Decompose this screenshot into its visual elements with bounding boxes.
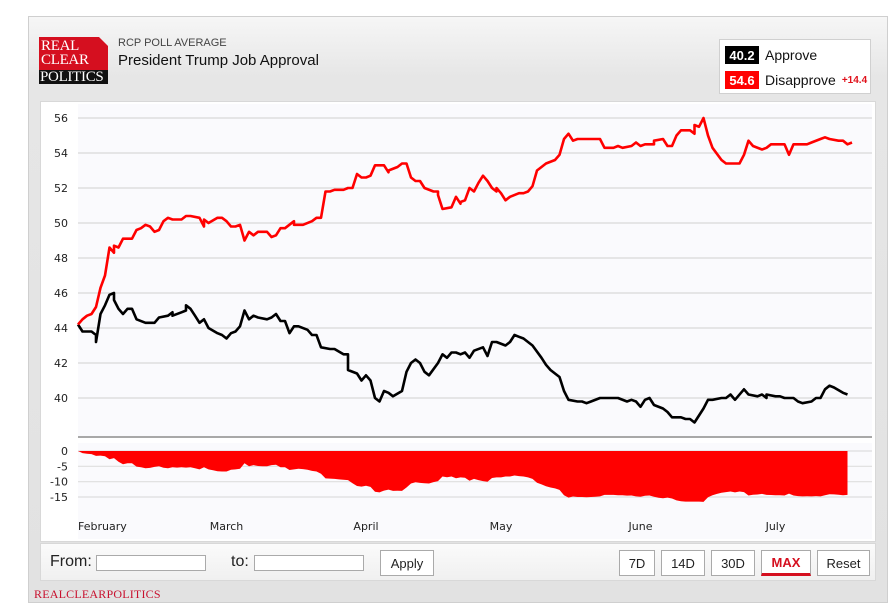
main-y-tick-label: 56 [54, 112, 68, 125]
x-tick-label: July [765, 520, 786, 533]
range-max-button[interactable]: MAX [761, 550, 811, 576]
x-tick-label: May [490, 520, 513, 533]
spread-y-tick-label: -5 [57, 460, 68, 473]
disapprove-value: 54.6 [725, 71, 759, 89]
legend-approve: 40.2 Approve [725, 46, 817, 64]
reset-button[interactable]: Reset [817, 550, 870, 576]
legend-disapprove: 54.6 Disapprove +14.4 [725, 71, 867, 89]
to-date-input[interactable] [254, 555, 364, 571]
x-tick-label: June [628, 520, 653, 533]
from-label: From: [50, 553, 92, 570]
main-y-tick-label: 52 [54, 182, 68, 195]
spread-area [78, 451, 848, 502]
main-plot-area [78, 104, 872, 437]
date-controls: From: to: Apply 7D 14D 30D MAX Reset [40, 543, 876, 581]
rcp-logo[interactable]: REAL CLEAR POLITICS [39, 37, 108, 85]
spread-y-tick-label: 0 [61, 445, 68, 458]
logo-red-block: REAL CLEAR [39, 37, 108, 70]
chart-title: President Trump Job Approval [118, 52, 319, 69]
series-line-approve[interactable] [76, 291, 848, 424]
logo-line-politics: POLITICS [39, 70, 108, 85]
footer-brand[interactable]: REALCLEARPOLITICS [34, 587, 161, 601]
spread-value: +14.4 [841, 74, 868, 86]
logo-line-clear: CLEAR [41, 52, 89, 68]
main-y-tick-label: 44 [54, 322, 68, 335]
range-14d-button[interactable]: 14D [661, 550, 705, 576]
main-y-tick-label: 54 [54, 147, 68, 160]
range-7d-button[interactable]: 7D [619, 550, 655, 576]
apply-button[interactable]: Apply [380, 550, 434, 576]
main-y-tick-label: 48 [54, 252, 68, 265]
from-date-input[interactable] [96, 555, 206, 571]
legend-box: 40.2 Approve 54.6 Disapprove +14.4 [719, 39, 871, 94]
x-tick-label: April [353, 520, 378, 533]
approve-value: 40.2 [725, 46, 759, 64]
disapprove-label: Disapprove [765, 72, 836, 88]
logo-line-real: REAL [41, 38, 79, 54]
spread-y-tick-label: -10 [50, 476, 68, 489]
to-label: to: [231, 553, 249, 570]
chart-kicker: RCP POLL AVERAGE [118, 37, 227, 49]
x-tick-label: March [210, 520, 244, 533]
main-y-tick-label: 50 [54, 217, 68, 230]
main-y-tick-label: 46 [54, 287, 68, 300]
spread-y-tick-label: -15 [50, 491, 68, 504]
range-30d-button[interactable]: 30D [711, 550, 755, 576]
main-y-tick-label: 42 [54, 357, 68, 370]
main-y-tick-label: 40 [54, 392, 68, 405]
approve-label: Approve [765, 47, 818, 63]
series-line-disapprove[interactable] [77, 116, 853, 326]
x-tick-label: February [78, 520, 127, 533]
